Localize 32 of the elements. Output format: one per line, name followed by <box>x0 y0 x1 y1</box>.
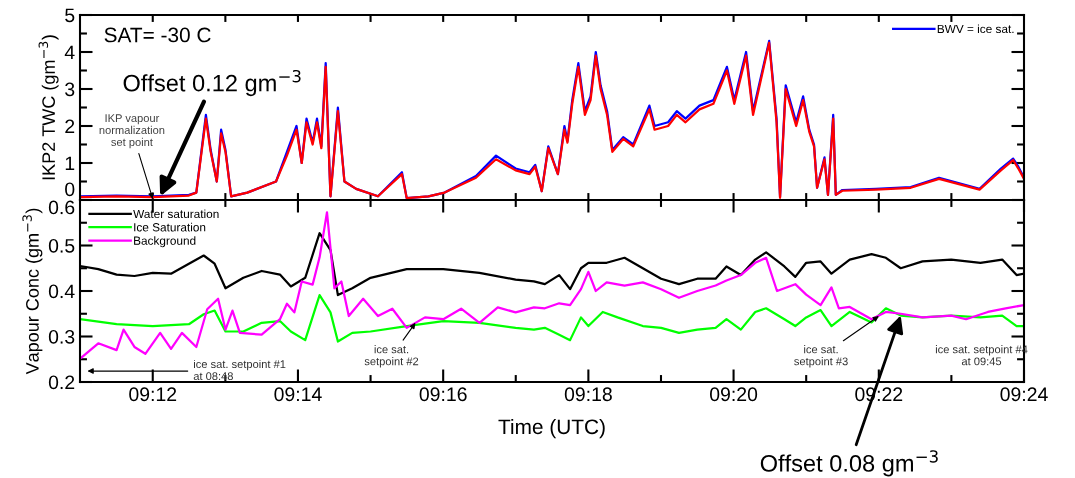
y-tick-label: 5 <box>65 8 75 23</box>
x-tick-label: 09:18 <box>564 387 612 402</box>
x-tick-label: 09:12 <box>129 387 177 402</box>
y-tick-label: 0.5 <box>48 238 75 253</box>
line-series <box>80 293 1024 343</box>
y-axis-title: IKP2 TWC (gm$^{−3}$) <box>38 35 59 180</box>
y-tick-label: 3 <box>65 82 75 97</box>
annotation: Offset 0.08 gm$^{−3}$ <box>760 450 938 477</box>
y-tick-label: 0.2 <box>48 375 75 390</box>
legend-label: Ice Saturation <box>134 222 206 232</box>
x-axis-title: Time (UTC) <box>498 418 605 439</box>
x-tick-label: 09:24 <box>1000 387 1048 402</box>
y-tick-label: 0.4 <box>48 284 75 299</box>
x-tick-label: 09:14 <box>274 387 322 402</box>
annotation: SAT= -30 C <box>104 27 211 43</box>
y-tick-label: 1 <box>65 156 75 171</box>
y-tick-label: 0 <box>65 182 75 197</box>
y-axis-title: Vapour Conc (gm$^{−3}$) <box>22 208 43 375</box>
legend-label: Water saturation <box>133 209 219 219</box>
x-tick-label: 09:20 <box>710 387 758 402</box>
y-tick-label: 4 <box>64 45 75 60</box>
annotation: Offset 0.12 gm$^{−3}$ <box>123 69 301 97</box>
legend-label: Background <box>134 236 196 248</box>
x-tick-label: 09:16 <box>419 387 467 402</box>
annotation: ice sat. setpoint #3 <box>794 345 848 368</box>
annotation: ice sat. setpoint #2 <box>364 345 419 368</box>
legend-label: BWV = ice sat. <box>937 24 1014 34</box>
annotation: ice sat. setpoint #1 at 08:48 <box>193 359 286 381</box>
y-tick-label: 0.6 <box>48 200 75 215</box>
y-tick-label: 0.3 <box>48 329 75 344</box>
y-tick-label: 2 <box>65 119 75 134</box>
annotation: IKP vapour normalization set point <box>99 114 165 149</box>
